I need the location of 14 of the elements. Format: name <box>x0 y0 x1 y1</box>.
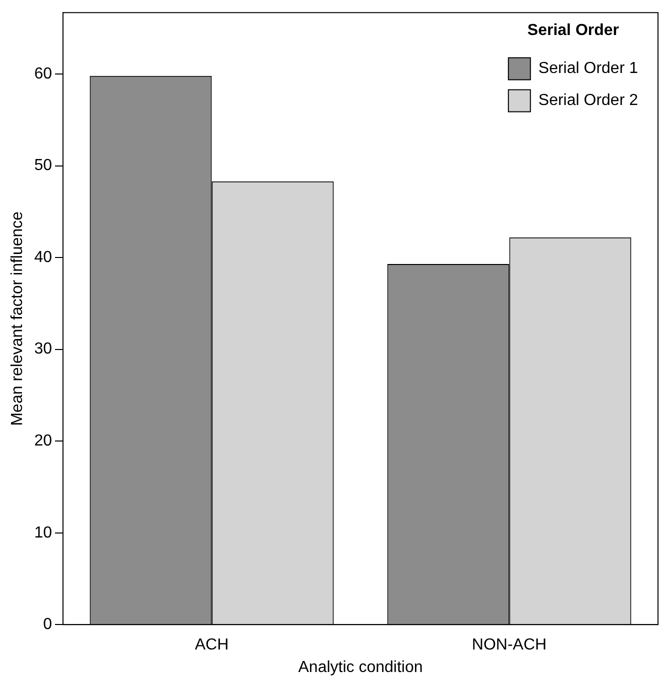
y-axis-title: Mean relevant factor influence <box>9 211 26 426</box>
x-axis-title: Analytic condition <box>298 658 423 676</box>
y-tick-label: 30 <box>34 340 52 358</box>
x-tick-label: ACH <box>194 636 229 654</box>
y-tick-label: 20 <box>34 432 52 450</box>
legend-label: Serial Order 2 <box>538 92 638 110</box>
y-tick-label: 0 <box>43 616 52 634</box>
y-tick-label: 40 <box>34 248 52 266</box>
x-tick-label: NON-ACH <box>472 636 547 654</box>
y-tick-label: 10 <box>34 524 52 542</box>
legend-title: Serial Order <box>527 22 620 40</box>
y-tick-label: 50 <box>34 157 52 174</box>
legend-label: Serial Order 1 <box>538 60 638 78</box>
y-tick-label: 60 <box>34 65 52 82</box>
